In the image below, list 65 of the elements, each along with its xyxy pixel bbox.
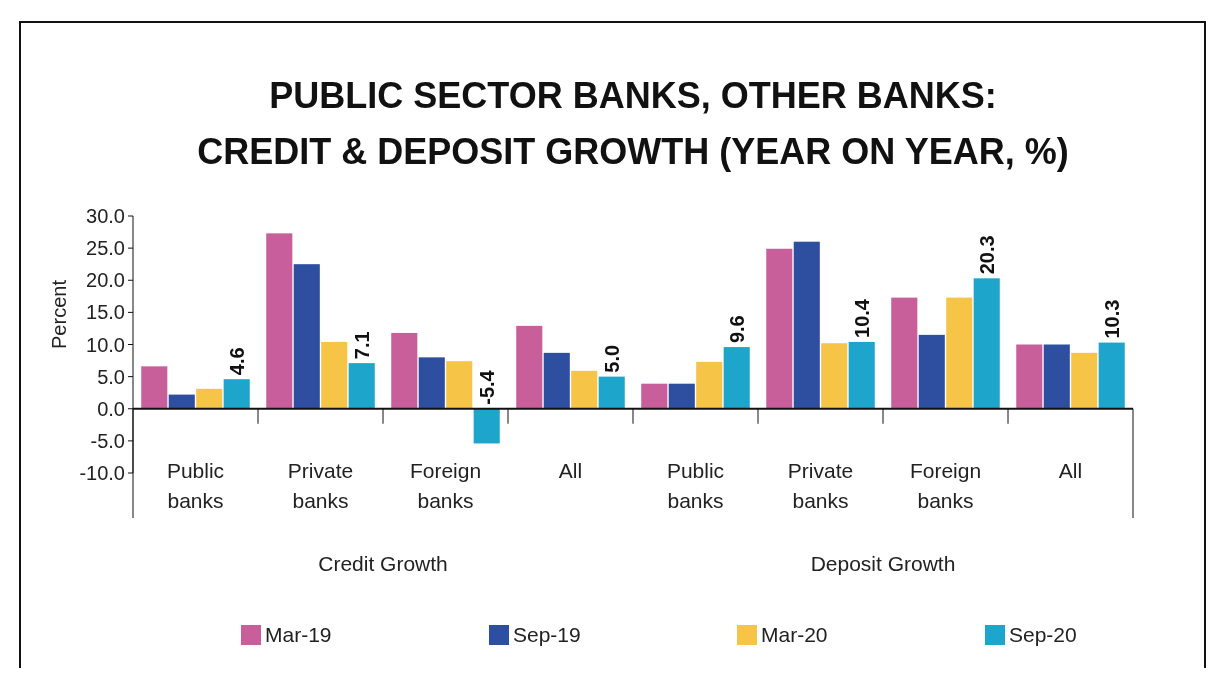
x-tick-label: Private banks <box>287 459 354 512</box>
bar <box>571 370 598 409</box>
data-label: 9.6 <box>725 315 748 344</box>
bar <box>543 352 570 409</box>
bar <box>223 379 250 409</box>
x-tick-label: All <box>1058 459 1083 482</box>
bar <box>348 363 375 409</box>
bar <box>321 341 348 409</box>
y-tick-label: 30.0 <box>86 205 125 227</box>
x-tick-label: Foreign banks <box>409 459 482 512</box>
legend-label: Mar-19 <box>265 623 332 647</box>
bar <box>696 361 723 409</box>
bar <box>168 394 195 409</box>
bar <box>266 233 293 409</box>
bar <box>766 248 793 409</box>
bar <box>516 325 543 409</box>
bar <box>668 383 695 409</box>
bar <box>1071 352 1098 409</box>
bar <box>973 278 1000 409</box>
bar <box>821 343 848 409</box>
bar <box>418 357 445 409</box>
chart-title: PUBLIC SECTOR BANKS, OTHER BANKS: CREDIT & DEPOSIT GROWTH (YEAR ON YEAR, %) <box>197 75 1069 172</box>
x-tick-label: Public banks <box>166 459 225 512</box>
y-tick-label: 25.0 <box>86 237 125 260</box>
data-label: 5.0 <box>600 344 623 373</box>
legend-label: Mar-20 <box>761 623 828 647</box>
bar <box>723 347 750 409</box>
text: Deposit Growth <box>810 552 956 575</box>
bar <box>391 332 418 409</box>
bar <box>793 241 820 409</box>
text: Credit Growth <box>318 552 448 575</box>
bar <box>1098 342 1125 409</box>
data-label: 20.3 <box>975 235 998 275</box>
bar <box>918 334 945 409</box>
y-tick-label: -5.0 <box>90 429 125 452</box>
legend-label: Sep-19 <box>513 623 581 647</box>
data-label: -5.4 <box>475 369 498 405</box>
y-tick-label: 10.0 <box>86 333 125 356</box>
bar <box>598 376 625 409</box>
y-tick-label: 15.0 <box>86 301 125 324</box>
data-label: 10.3 <box>1100 299 1123 339</box>
bar <box>446 361 473 409</box>
bar <box>946 297 973 409</box>
bar <box>473 408 500 444</box>
bar <box>641 383 668 409</box>
y-tick-label: -10.0 <box>79 462 125 484</box>
x-tick-label: Public banks <box>666 459 725 512</box>
bar <box>891 297 918 409</box>
bar <box>1016 344 1043 409</box>
bar <box>293 264 320 409</box>
data-label: 10.4 <box>850 298 873 338</box>
bar <box>848 341 875 409</box>
x-tick-label: Foreign banks <box>909 459 982 512</box>
bar <box>196 388 223 409</box>
y-axis-title: Percent <box>48 279 70 349</box>
y-tick-label: 0.0 <box>97 397 125 420</box>
bar <box>141 366 168 409</box>
y-tick-label: 20.0 <box>86 269 125 292</box>
data-label: 4.6 <box>225 347 248 376</box>
bar <box>1043 344 1070 409</box>
legend-label: Sep-20 <box>1009 623 1077 647</box>
x-tick-label: All <box>558 459 583 482</box>
data-label: 7.1 <box>350 331 373 360</box>
x-tick-label: Private banks <box>787 459 854 512</box>
y-tick-label: 5.0 <box>97 365 125 388</box>
